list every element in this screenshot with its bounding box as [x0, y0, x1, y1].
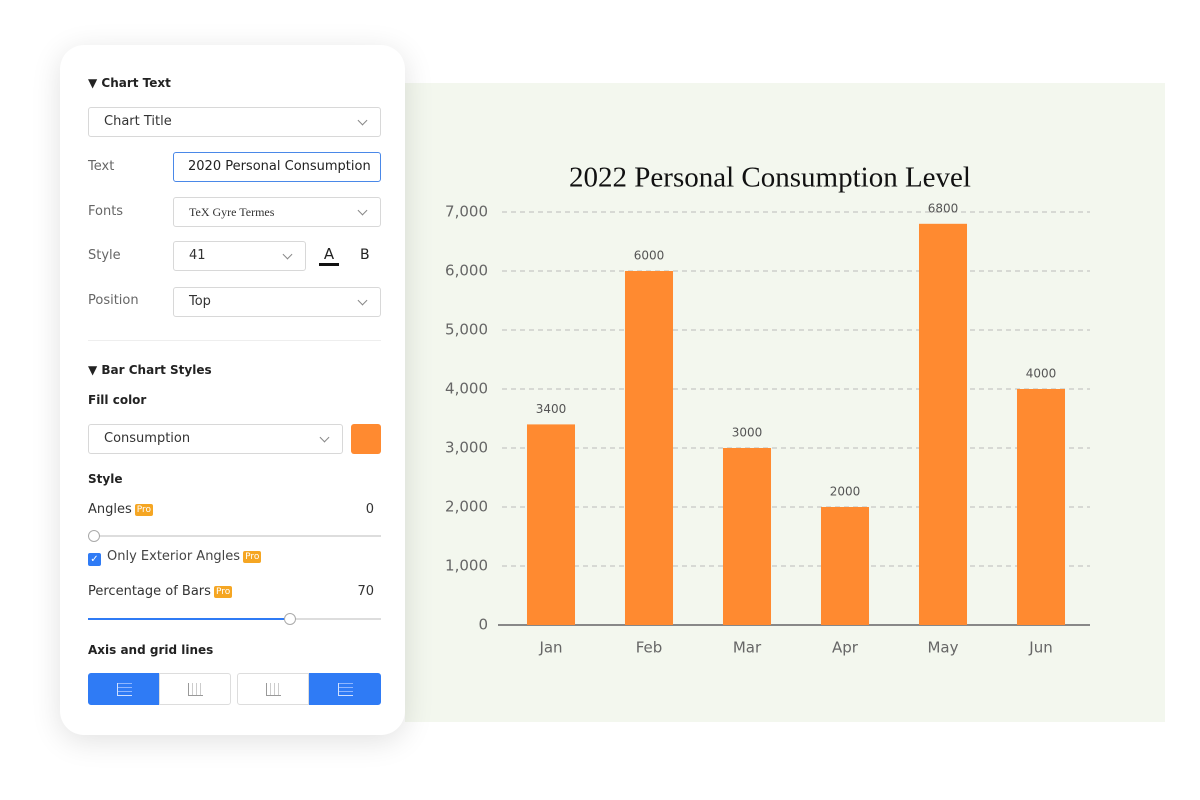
y-tick-label: 4,000	[445, 380, 488, 398]
series-select[interactable]: Consumption	[88, 424, 343, 454]
y-tick-label: 2,000	[445, 498, 488, 516]
select-value: Top	[189, 294, 211, 309]
text-color-button[interactable]: A	[319, 245, 339, 266]
field-label: Text	[88, 159, 115, 174]
x-tick-label: May	[927, 639, 958, 657]
field-label: Style	[88, 248, 121, 263]
select-value: Chart Title	[104, 114, 172, 129]
checkbox-box: ✓	[88, 553, 101, 566]
grid-style-button[interactable]	[237, 673, 309, 705]
subheading: Fill color	[88, 393, 147, 407]
subheading: Axis and grid lines	[88, 643, 214, 657]
label-text: Only Exterior Angles	[107, 549, 241, 564]
x-tick-label: Apr	[832, 639, 859, 657]
bar	[820, 507, 870, 625]
x-tick-label: Jun	[1028, 639, 1052, 657]
slider-value: 0	[365, 502, 374, 517]
y-tick-label: 1,000	[445, 557, 488, 575]
slider-thumb[interactable]	[88, 530, 100, 542]
slider[interactable]	[88, 530, 381, 542]
slider[interactable]	[88, 613, 381, 625]
select-value: TeX Gyre Termes	[189, 205, 275, 219]
bar	[722, 448, 772, 625]
data-label: 6800	[928, 201, 959, 215]
axis-style-button[interactable]	[88, 673, 160, 705]
bar	[918, 223, 968, 626]
input-value: 2020 Personal Consumption	[188, 159, 371, 174]
pro-badge: Pro	[213, 586, 233, 598]
slider-value: 70	[357, 584, 374, 599]
slider-thumb[interactable]	[284, 613, 296, 625]
divider	[88, 340, 381, 341]
y-tick-label: 5,000	[445, 321, 488, 339]
y-tick-label: 0	[478, 616, 488, 634]
field-label: Position	[88, 293, 139, 308]
subheading: Style	[88, 472, 123, 486]
heading-text: Chart Text	[101, 76, 171, 90]
bar	[624, 271, 674, 625]
field-label: Fonts	[88, 204, 124, 219]
data-label: 6000	[634, 249, 665, 263]
y-tick-label: 6,000	[445, 262, 488, 280]
x-tick-label: Mar	[733, 639, 762, 657]
data-label: 3000	[732, 426, 763, 440]
bold-button[interactable]: B	[360, 247, 370, 263]
chart-title: 2022 Personal Consumption Level	[569, 162, 971, 194]
x-tick-label: Jan	[538, 639, 562, 657]
y-tick-label: 7,000	[445, 203, 488, 221]
axis-style-button[interactable]	[159, 673, 231, 705]
color-swatch[interactable]	[351, 424, 381, 454]
pro-badge: Pro	[243, 551, 262, 563]
checkbox[interactable]: ✓ Only Exterior Angles Pro	[88, 549, 262, 566]
label-text: Percentage of Bars	[88, 584, 211, 599]
select-value: Consumption	[104, 431, 191, 446]
grid-style-button[interactable]	[309, 673, 381, 705]
settings-panel: ▼ Chart Text Chart Title Text 2020 Perso…	[60, 45, 405, 735]
heading-text: Bar Chart Styles	[101, 363, 212, 377]
data-label: 3400	[536, 402, 567, 416]
data-label: 2000	[830, 485, 861, 499]
slider-label: Angles Pro	[88, 502, 154, 517]
x-tick-label: Feb	[636, 639, 663, 657]
section-heading[interactable]: ▼ Chart Text	[88, 76, 171, 90]
element-select[interactable]: Chart Title	[88, 107, 381, 137]
bar	[1016, 389, 1066, 625]
font-select[interactable]: TeX Gyre Termes	[173, 197, 381, 227]
text-input[interactable]: 2020 Personal Consumption	[173, 152, 381, 182]
select-value: 41	[189, 248, 206, 263]
slider-label: Percentage of Bars Pro	[88, 584, 233, 599]
data-label: 4000	[1026, 367, 1057, 381]
section-heading[interactable]: ▼ Bar Chart Styles	[88, 363, 212, 377]
y-tick-label: 3,000	[445, 439, 488, 457]
position-select[interactable]: Top	[173, 287, 381, 317]
pro-badge: Pro	[134, 504, 154, 516]
size-select[interactable]: 41	[173, 241, 306, 271]
label-text: Angles	[88, 502, 132, 517]
bar	[526, 424, 576, 625]
